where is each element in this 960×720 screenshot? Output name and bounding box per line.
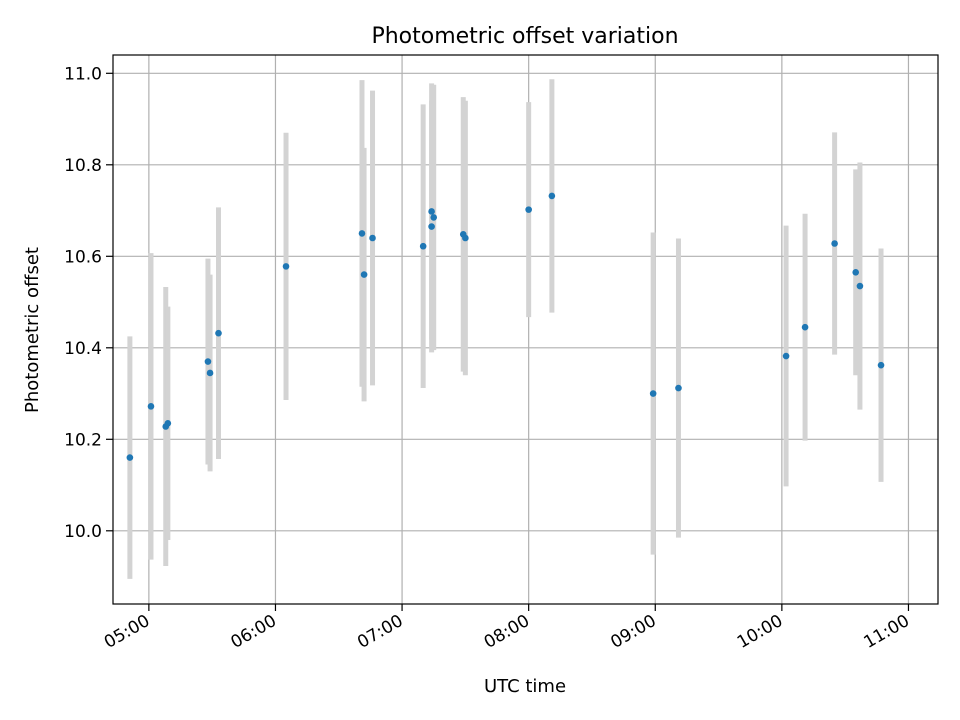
data-point bbox=[358, 230, 366, 237]
data-point bbox=[801, 323, 809, 331]
x-axis-ticks: 05:00 06:00 07:00 08:00 09:00 10:00 11:00 bbox=[101, 604, 913, 653]
y-tick-label: 10.2 bbox=[64, 430, 102, 450]
plot-frame bbox=[112, 54, 939, 605]
data-point bbox=[782, 352, 790, 360]
data-point bbox=[649, 390, 657, 397]
error-bars bbox=[127, 79, 884, 579]
data-point bbox=[206, 369, 214, 377]
x-axis-label: UTC time bbox=[484, 676, 566, 697]
data-point bbox=[369, 234, 376, 242]
data-point bbox=[462, 234, 469, 242]
data-point bbox=[204, 358, 212, 365]
x-tick-label: 11:00 bbox=[861, 611, 913, 653]
data-point bbox=[126, 454, 134, 461]
y-tick-label: 10.6 bbox=[64, 247, 102, 267]
data-point bbox=[215, 329, 222, 337]
x-tick-label: 06:00 bbox=[228, 611, 280, 653]
data-point bbox=[831, 240, 838, 247]
data-point bbox=[856, 282, 864, 290]
chart-title: Photometric offset variation bbox=[371, 24, 678, 49]
y-axis-label: Photometric offset bbox=[22, 247, 43, 413]
data-point bbox=[548, 192, 556, 200]
data-point bbox=[877, 361, 885, 369]
y-tick-label: 10.4 bbox=[64, 339, 102, 359]
data-point bbox=[164, 419, 172, 427]
data-point bbox=[428, 223, 435, 230]
y-tick-label: 10.0 bbox=[64, 522, 102, 542]
data-point bbox=[147, 403, 155, 410]
grid-lines bbox=[113, 55, 938, 604]
data-point bbox=[428, 208, 435, 215]
data-point bbox=[360, 271, 368, 278]
x-tick-label: 08:00 bbox=[481, 611, 533, 653]
y-tick-label: 11.0 bbox=[64, 64, 102, 84]
data-point bbox=[525, 206, 532, 213]
x-tick-label: 05:00 bbox=[101, 611, 153, 653]
x-tick-label: 07:00 bbox=[354, 611, 406, 653]
data-point bbox=[675, 384, 682, 392]
y-axis-ticks: 10.0 10.2 10.4 10.6 10.8 11.0 bbox=[64, 64, 113, 542]
data-point bbox=[419, 242, 427, 250]
data-point bbox=[430, 214, 438, 221]
data-point bbox=[282, 263, 290, 270]
y-tick-label: 10.8 bbox=[64, 156, 102, 176]
x-tick-label: 10:00 bbox=[734, 611, 786, 653]
x-tick-label: 09:00 bbox=[607, 611, 659, 653]
data-point bbox=[852, 269, 860, 276]
data-points bbox=[126, 192, 885, 461]
